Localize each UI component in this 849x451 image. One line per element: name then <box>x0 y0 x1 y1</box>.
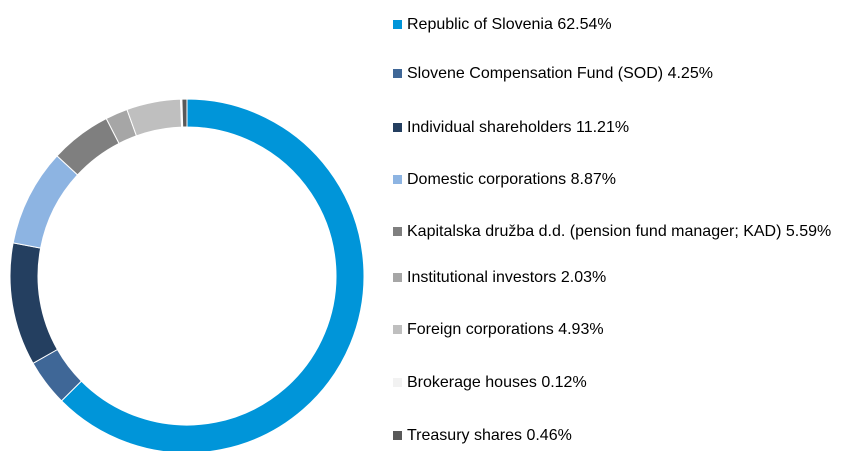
legend-swatch <box>393 175 402 184</box>
donut-slice <box>60 98 365 451</box>
legend-label: Individual shareholders <box>407 119 572 136</box>
legend-entry: Republic of Slovenia 62.54% <box>393 13 845 36</box>
legend-value: 4.93% <box>558 321 604 338</box>
legend-entry: Domestic corporations 8.87% <box>393 168 845 191</box>
legend-entry: Individual shareholders 11.21% <box>393 116 845 139</box>
legend-swatch <box>393 431 402 440</box>
legend-value: 5.59% <box>785 223 832 240</box>
legend-entry: Institutional investors 2.03% <box>393 266 845 289</box>
legend-label: Domestic corporations <box>407 171 567 188</box>
legend-label: Treasury shares <box>407 427 522 444</box>
legend-value: 0.12% <box>541 374 587 391</box>
legend-swatch <box>393 20 402 29</box>
legend-swatch <box>393 227 402 236</box>
legend-entry: Kapitalska družba d.d. (pension fund man… <box>393 220 845 243</box>
donut-slice <box>181 98 188 128</box>
legend-label: Republic of Slovenia <box>407 16 553 33</box>
legend-value: 2.03% <box>560 269 607 286</box>
legend-value: 8.87% <box>570 171 616 188</box>
legend-label: Slovene Compensation Fund (SOD) <box>407 65 664 82</box>
legend-value: 0.46% <box>526 427 572 444</box>
legend-label: Foreign corporations <box>407 321 554 338</box>
legend-entry: Treasury shares 0.46% <box>393 424 845 447</box>
legend-label: Brokerage houses <box>407 374 537 391</box>
legend-swatch <box>393 123 402 132</box>
legend-entry: Foreign corporations 4.93% <box>393 318 845 341</box>
legend-entry: Slovene Compensation Fund (SOD) 4.25% <box>393 62 845 85</box>
legend-swatch <box>393 273 402 282</box>
legend-value: 4.25% <box>667 65 713 82</box>
legend-label: Institutional investors <box>407 269 557 286</box>
legend-value: 62.54% <box>557 16 612 33</box>
legend-swatch <box>393 69 402 78</box>
legend-entry: Brokerage houses 0.12% <box>393 371 845 394</box>
legend-label: Kapitalska družba d.d. (pension fund man… <box>407 223 782 240</box>
legend-swatch <box>393 378 402 387</box>
legend-swatch <box>393 325 402 334</box>
legend-value: 11.21% <box>576 119 630 136</box>
